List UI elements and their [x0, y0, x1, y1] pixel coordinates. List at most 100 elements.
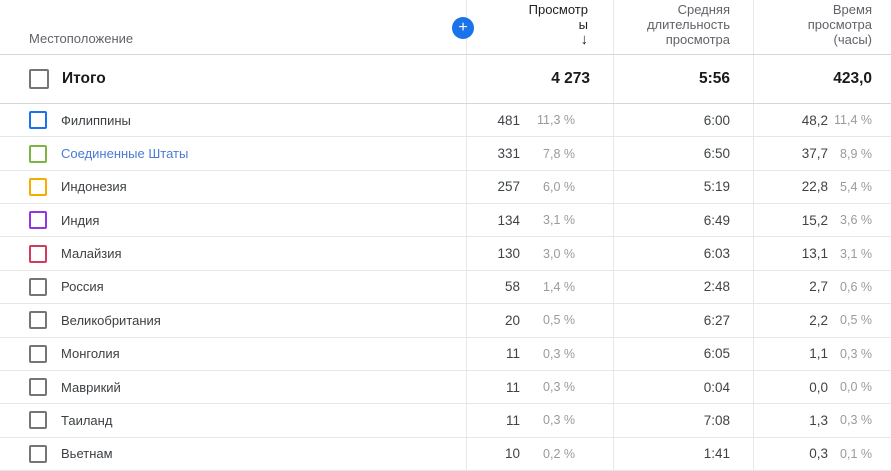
views-column-label-line1: Просмотр: [528, 2, 588, 17]
views-percent: 6,0 %: [543, 179, 575, 194]
watch-hours-value: 2,2: [809, 312, 828, 328]
country-cell: Маврикий: [0, 371, 466, 403]
avg-duration-cell: 6:05: [613, 337, 753, 370]
views-percent: 0,3 %: [543, 380, 575, 395]
views-cell: 481 11,3 %: [466, 104, 613, 137]
row-checkbox[interactable]: [29, 378, 47, 397]
country-name[interactable]: Таиланд: [61, 412, 113, 428]
row-checkbox[interactable]: [29, 177, 47, 196]
watch-percent: 0,5 %: [840, 313, 872, 328]
country-name[interactable]: Малайзия: [61, 246, 122, 262]
watch-hours-value: 48,2: [801, 112, 828, 128]
views-percent: 0,5 %: [543, 313, 575, 328]
avg-duration-label-line1: Средняя: [677, 2, 730, 17]
avg-duration-value: 6:05: [703, 346, 730, 362]
views-percent: 7,8 %: [543, 146, 575, 161]
watch-percent: 0,0 %: [840, 380, 872, 395]
views-column-header[interactable]: Просмотр ы ↓: [466, 0, 613, 54]
select-all-checkbox[interactable]: [29, 69, 49, 89]
views-cell: 58 1,4 %: [466, 270, 613, 304]
row-checkbox[interactable]: [29, 344, 47, 363]
table-row: Индия 134 3,1 % 6:49 15,2 3,6 %: [0, 204, 891, 238]
avg-duration-cell: 6:03: [613, 237, 753, 270]
avg-duration-cell: 6:49: [613, 204, 753, 237]
watch-hours-value: 0,0: [809, 379, 828, 395]
views-cell: 134 3,1 %: [466, 204, 613, 237]
country-name[interactable]: Монголия: [61, 346, 120, 362]
country-cell: Индия: [0, 204, 466, 236]
row-checkbox[interactable]: [29, 411, 47, 430]
watch-percent: 0,6 %: [840, 279, 872, 294]
views-cell: 11 0,3 %: [466, 370, 613, 404]
row-checkbox[interactable]: [29, 211, 47, 230]
watch-hours-cell: 15,2 3,6 %: [753, 204, 891, 237]
row-checkbox[interactable]: [29, 111, 47, 130]
views-value: 481: [497, 112, 520, 128]
views-cell: 11 0,3 %: [466, 404, 613, 437]
watch-hours-value: 0,3: [809, 446, 828, 462]
country-cell: Монголия: [0, 338, 466, 370]
table-row: Монголия 11 0,3 % 6:05 1,1 0,3 %: [0, 337, 891, 371]
avg-duration-value: 6:03: [703, 246, 730, 262]
location-column-header: Местоположение: [0, 0, 466, 54]
country-name[interactable]: Филиппины: [61, 112, 131, 128]
views-percent: 0,2 %: [543, 446, 575, 461]
watch-hours-cell: 48,2 11,4 %: [753, 104, 891, 137]
table-header: Местоположение Просмотр ы ↓ Средняя длит…: [0, 0, 891, 55]
watch-percent: 8,9 %: [840, 146, 872, 161]
country-cell: Филиппины: [0, 104, 466, 136]
add-metric-button[interactable]: +: [452, 17, 474, 39]
watch-hours-cell: 0,0 0,0 %: [753, 370, 891, 404]
country-cell: Индонезия: [0, 171, 466, 203]
country-name[interactable]: Соединенные Штаты: [61, 146, 189, 162]
views-cell: 331 7,8 %: [466, 137, 613, 170]
row-checkbox[interactable]: [29, 311, 47, 330]
table-row: Вьетнам 10 0,2 % 1:41 0,3 0,1 %: [0, 437, 891, 471]
views-value: 11: [505, 412, 520, 428]
views-cell: 10 0,2 %: [466, 437, 613, 470]
views-cell: 11 0,3 %: [466, 337, 613, 370]
avg-duration-cell: 7:08: [613, 404, 753, 437]
watch-time-column-header[interactable]: Время просмотра (часы): [753, 0, 891, 54]
country-cell: Соединенные Штаты: [0, 137, 466, 169]
views-percent: 0,3 %: [543, 413, 575, 428]
avg-duration-column-header[interactable]: Средняя длительность просмотра: [613, 0, 753, 54]
country-name[interactable]: Великобритания: [61, 312, 161, 328]
country-name[interactable]: Индонезия: [61, 179, 127, 195]
row-checkbox[interactable]: [29, 144, 47, 163]
views-percent: 0,3 %: [543, 346, 575, 361]
country-name[interactable]: Россия: [61, 279, 104, 295]
row-checkbox[interactable]: [29, 244, 47, 263]
views-column-label-line2: ы: [578, 17, 588, 32]
row-checkbox[interactable]: [29, 444, 47, 463]
views-cell: 20 0,5 %: [466, 304, 613, 337]
avg-duration-cell: 6:27: [613, 304, 753, 337]
totals-label-cell: Итого: [0, 55, 466, 103]
country-name[interactable]: Маврикий: [61, 379, 121, 395]
table-body: Филиппины 481 11,3 % 6:00 48,2 11,4 % Со…: [0, 104, 891, 471]
country-name[interactable]: Индия: [61, 212, 100, 228]
avg-duration-value: 6:00: [703, 112, 730, 128]
row-checkbox[interactable]: [29, 277, 47, 296]
totals-row: Итого 4 273 5:56 423,0: [0, 55, 891, 104]
watch-hours-cell: 22,8 5,4 %: [753, 170, 891, 204]
views-value: 10: [504, 446, 520, 462]
watch-percent: 0,3 %: [840, 413, 872, 428]
avg-duration-cell: 2:48: [613, 270, 753, 304]
watch-percent: 0,1 %: [840, 446, 872, 461]
views-value: 11: [505, 346, 520, 362]
plus-icon: +: [458, 19, 468, 36]
avg-duration-value: 7:08: [703, 412, 730, 428]
country-cell: Великобритания: [0, 304, 466, 336]
country-cell: Малайзия: [0, 237, 466, 269]
watch-hours-value: 1,1: [809, 346, 828, 362]
country-name[interactable]: Вьетнам: [61, 446, 113, 462]
views-value: 58: [504, 279, 520, 295]
watch-hours-cell: 1,1 0,3 %: [753, 337, 891, 370]
watch-percent: 11,4 %: [834, 113, 872, 128]
table-row: Великобритания 20 0,5 % 6:27 2,2 0,5 %: [0, 304, 891, 338]
avg-duration-cell: 5:19: [613, 170, 753, 204]
avg-duration-value: 1:41: [703, 446, 730, 462]
views-percent: 11,3 %: [537, 113, 575, 128]
